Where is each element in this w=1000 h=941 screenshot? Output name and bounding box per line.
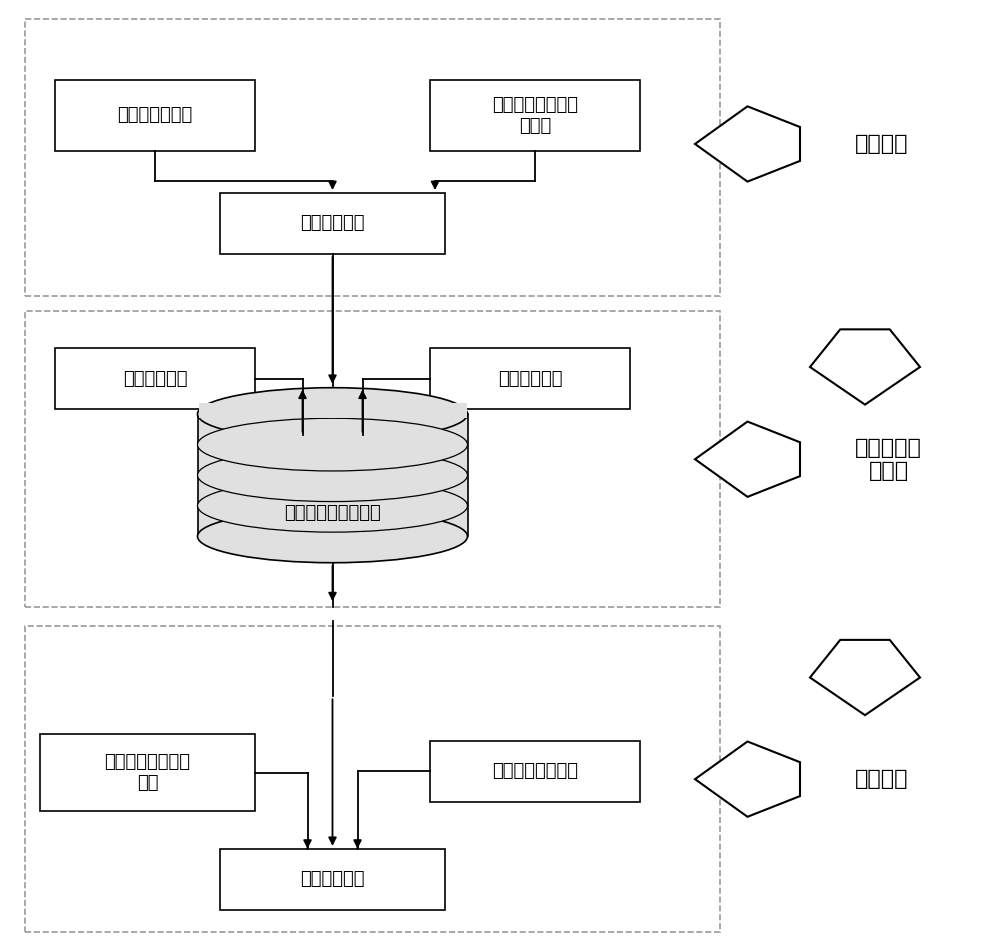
Ellipse shape	[198, 418, 468, 471]
Polygon shape	[695, 422, 800, 497]
Bar	[25, 19, 720, 296]
Text: 最短路径搜索算法: 最短路径搜索算法	[492, 762, 578, 780]
Ellipse shape	[198, 479, 468, 533]
Bar	[40, 734, 255, 811]
Polygon shape	[695, 106, 800, 182]
Text: 路段流量方向分布
不均性: 路段流量方向分布 不均性	[492, 96, 578, 135]
Bar	[430, 348, 630, 409]
Text: 动态行程时
间预测: 动态行程时 间预测	[855, 438, 922, 481]
Text: 路网抽象优化: 路网抽象优化	[300, 215, 365, 232]
Text: 交通诱导: 交通诱导	[855, 769, 908, 789]
Bar	[55, 348, 255, 409]
Text: 路段交通阻抗计算
模型: 路段交通阻抗计算 模型	[104, 753, 190, 792]
Bar	[430, 80, 640, 151]
Bar	[220, 193, 445, 254]
Text: 诱导路径生成: 诱导路径生成	[300, 870, 365, 888]
Ellipse shape	[198, 388, 468, 440]
Bar	[25, 626, 720, 932]
Bar	[220, 849, 445, 910]
Text: 交叉口转向限制: 交叉口转向限制	[117, 106, 193, 124]
Bar	[198, 414, 468, 536]
Text: 实时交通信息: 实时交通信息	[123, 370, 187, 388]
Polygon shape	[810, 329, 920, 405]
Text: 动态行程时间预测表: 动态行程时间预测表	[284, 503, 381, 522]
Polygon shape	[695, 742, 800, 817]
Bar	[198, 403, 466, 418]
Text: 历史行程数据: 历史行程数据	[498, 370, 562, 388]
Text: 路网抽象: 路网抽象	[855, 134, 908, 154]
Ellipse shape	[198, 510, 468, 563]
Bar	[430, 741, 640, 802]
Bar	[55, 80, 255, 151]
Ellipse shape	[198, 449, 468, 502]
Polygon shape	[810, 640, 920, 715]
Bar	[25, 311, 720, 607]
